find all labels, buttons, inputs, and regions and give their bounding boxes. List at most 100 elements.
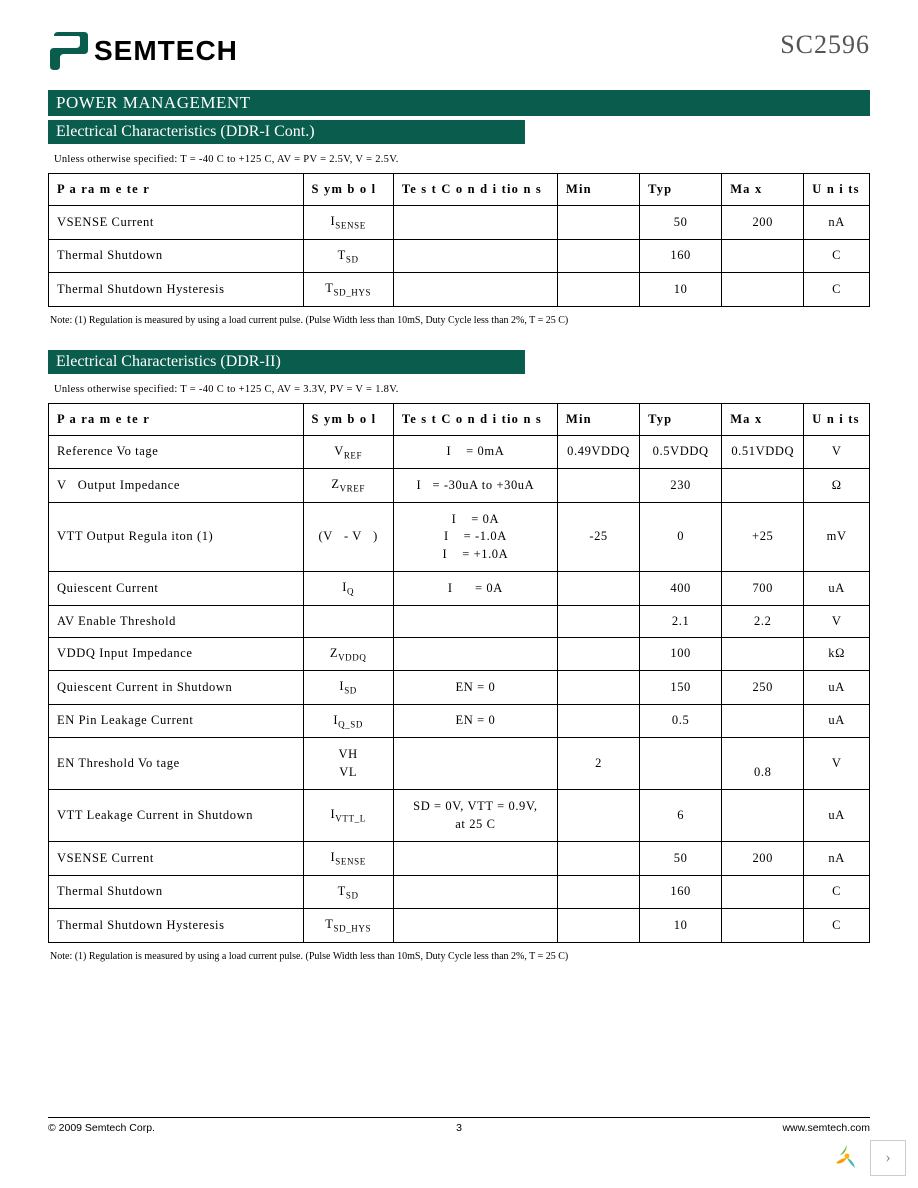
cell-test-conditions	[393, 738, 557, 790]
cell-max	[722, 790, 804, 842]
part-number: SC2596	[780, 30, 870, 60]
table-row: Reference Vo tageVREFI = 0mA0.49VDDQ0.5V…	[49, 435, 870, 469]
cell-parameter: VTT Leakage Current in Shutdown	[49, 790, 304, 842]
cell-symbol: IQ	[303, 572, 393, 606]
footer-line: © 2009 Semtech Corp. 3 www.semtech.com	[48, 1117, 870, 1134]
cell-symbol: ISENSE	[303, 206, 393, 240]
cell-typ: 0.5VDDQ	[640, 435, 722, 469]
footer-url: www.semtech.com	[782, 1122, 870, 1134]
col-parameter: P a ra m e te r	[49, 174, 304, 206]
cell-test-conditions: I = 0A	[393, 572, 557, 606]
page-number: 3	[456, 1122, 462, 1134]
cell-min	[558, 469, 640, 503]
logo-text: SEMTECH	[94, 35, 238, 67]
cell-units: V	[804, 605, 870, 637]
cell-max	[722, 637, 804, 671]
cell-units: nA	[804, 842, 870, 876]
subsection-title-ddr2: Electrical Characteristics (DDR-II)	[48, 350, 525, 374]
table-row: EN Pin Leakage CurrentIQ_SDEN = 00.5uA	[49, 704, 870, 738]
cell-symbol: IVTT_L	[303, 790, 393, 842]
cell-parameter: Reference Vo tage	[49, 435, 304, 469]
cell-symbol: TSD_HYS	[303, 909, 393, 943]
col-units: U n i ts	[804, 403, 870, 435]
nav-corner: ›	[830, 1140, 906, 1176]
cell-parameter: Thermal Shutdown Hysteresis	[49, 909, 304, 943]
cell-min	[558, 637, 640, 671]
cell-test-conditions	[393, 909, 557, 943]
cell-min: 0.49VDDQ	[558, 435, 640, 469]
cell-min: 2	[558, 738, 640, 790]
cell-test-conditions: I = 0AI = -1.0AI = +1.0A	[393, 502, 557, 572]
logo: SEMTECH	[48, 30, 238, 72]
table-row: Thermal ShutdownTSD160C	[49, 875, 870, 909]
cell-max: 0.8	[722, 738, 804, 790]
cell-symbol: TSD	[303, 875, 393, 909]
cell-min	[558, 671, 640, 705]
section-title-power-mgmt: POWER MANAGEMENT	[48, 90, 870, 116]
cell-typ: 50	[640, 842, 722, 876]
chevron-right-icon: ›	[885, 1149, 890, 1167]
cell-test-conditions: EN = 0	[393, 704, 557, 738]
col-min: Min	[558, 174, 640, 206]
table-ddr1: P a ra m e te r S ym b o l Te s t C o n …	[48, 173, 870, 307]
cell-symbol: (V - V )	[303, 502, 393, 572]
cell-test-conditions: I = -30uA to +30uA	[393, 469, 557, 503]
cell-min	[558, 605, 640, 637]
cell-units: C	[804, 909, 870, 943]
cell-symbol: ZVREF	[303, 469, 393, 503]
cell-parameter: VSENSE Current	[49, 206, 304, 240]
cell-symbol: ZVDDQ	[303, 637, 393, 671]
cell-min	[558, 790, 640, 842]
col-typ: Typ	[640, 403, 722, 435]
cell-test-conditions	[393, 605, 557, 637]
cell-typ: 400	[640, 572, 722, 606]
cell-test-conditions: EN = 0	[393, 671, 557, 705]
cell-symbol: VREF	[303, 435, 393, 469]
table-header-row: P a ra m e te r S ym b o l Te s t C o n …	[49, 174, 870, 206]
cell-max: 200	[722, 206, 804, 240]
table-row: Thermal ShutdownTSD160C	[49, 239, 870, 273]
cell-units: C	[804, 273, 870, 307]
cell-max: 250	[722, 671, 804, 705]
cell-units: uA	[804, 671, 870, 705]
cell-units: mV	[804, 502, 870, 572]
cell-max: 0.51VDDQ	[722, 435, 804, 469]
cell-max	[722, 273, 804, 307]
cell-test-conditions	[393, 206, 557, 240]
col-units: U n i ts	[804, 174, 870, 206]
footnote-2: Note: (1) Regulation is measured by usin…	[50, 951, 870, 962]
table-row: V Output ImpedanceZVREFI = -30uA to +30u…	[49, 469, 870, 503]
col-max: Ma x	[722, 403, 804, 435]
cell-min	[558, 909, 640, 943]
footnote-1: Note: (1) Regulation is measured by usin…	[50, 315, 870, 326]
cell-parameter: AV Enable Threshold	[49, 605, 304, 637]
table-header-row: P a ra m e te r S ym b o l Te s t C o n …	[49, 403, 870, 435]
cell-typ: 160	[640, 239, 722, 273]
table-row: Thermal Shutdown HysteresisTSD_HYS10C	[49, 273, 870, 307]
col-typ: Typ	[640, 174, 722, 206]
cell-test-conditions: SD = 0V, VTT = 0.9V,at 25 C	[393, 790, 557, 842]
cell-max	[722, 469, 804, 503]
cell-units: C	[804, 875, 870, 909]
cell-typ: 50	[640, 206, 722, 240]
cell-units: V	[804, 435, 870, 469]
table-row: EN Threshold Vo tageVHVL20.8V	[49, 738, 870, 790]
col-test: Te s t C o n d i tio n s	[393, 174, 557, 206]
col-test: Te s t C o n d i tio n s	[393, 403, 557, 435]
cell-min: -25	[558, 502, 640, 572]
cell-max: 700	[722, 572, 804, 606]
cell-typ: 2.1	[640, 605, 722, 637]
cell-parameter: EN Pin Leakage Current	[49, 704, 304, 738]
cell-test-conditions	[393, 239, 557, 273]
cell-max: 2.2	[722, 605, 804, 637]
logo-mark-icon	[48, 30, 90, 72]
next-page-button[interactable]: ›	[870, 1140, 906, 1176]
cell-max	[722, 875, 804, 909]
col-parameter: P a ra m e te r	[49, 403, 304, 435]
cell-symbol: ISENSE	[303, 842, 393, 876]
header-row: SEMTECH SC2596	[48, 30, 870, 72]
subsection-title-ddr1: Electrical Characteristics (DDR-I Cont.)	[48, 120, 525, 144]
cell-max: 200	[722, 842, 804, 876]
nav-logo-icon[interactable]	[830, 1141, 864, 1175]
cell-test-conditions	[393, 637, 557, 671]
